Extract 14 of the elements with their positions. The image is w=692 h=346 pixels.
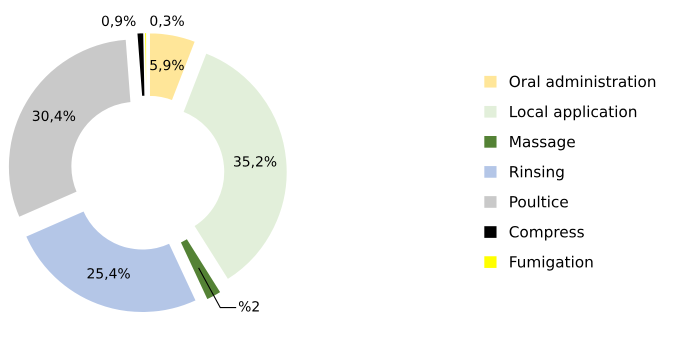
data-label: 30,4%	[32, 110, 76, 122]
legend-label: Fumigation	[510, 256, 593, 271]
legend-label: Oral administration	[510, 75, 656, 88]
data-label: 0,9%	[102, 16, 136, 28]
data-label: %2	[238, 301, 259, 312]
data-label: 5,9%	[150, 60, 184, 72]
legend-label: Rinsing	[510, 166, 564, 180]
legend-label: Massage	[510, 136, 575, 150]
data-label: 25,4%	[88, 268, 130, 280]
legend-label: Compress	[510, 226, 584, 241]
data-label: 0,3%	[150, 15, 184, 28]
legend-label: Poultice	[510, 196, 568, 208]
legend-label: Local application	[510, 105, 636, 120]
data-label: 35,2%	[234, 156, 276, 168]
